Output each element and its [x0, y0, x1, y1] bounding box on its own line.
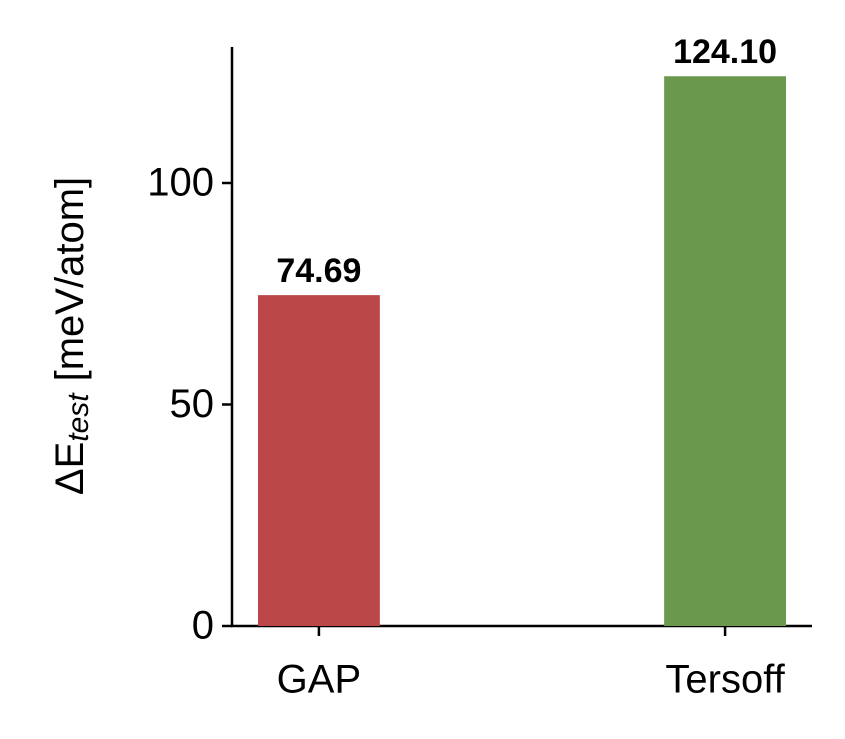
x-tick-label: GAP — [277, 658, 361, 702]
y-axis-label: ΔEtest [meV/atom] — [48, 177, 95, 495]
x-tick-label: Tersoff — [665, 658, 785, 702]
value-label: 124.10 — [673, 33, 777, 71]
value-label: 74.69 — [276, 252, 361, 290]
y-tick-label: 50 — [170, 382, 215, 426]
y-axis-label-main: ΔE — [48, 442, 92, 495]
y-tick-label: 0 — [192, 604, 214, 648]
bar — [664, 76, 787, 626]
y-axis-label-subscript: test — [62, 392, 95, 442]
bar — [257, 295, 380, 626]
y-axis-label-unit: [meV/atom] — [48, 177, 92, 382]
y-tick-label: 100 — [147, 161, 214, 205]
